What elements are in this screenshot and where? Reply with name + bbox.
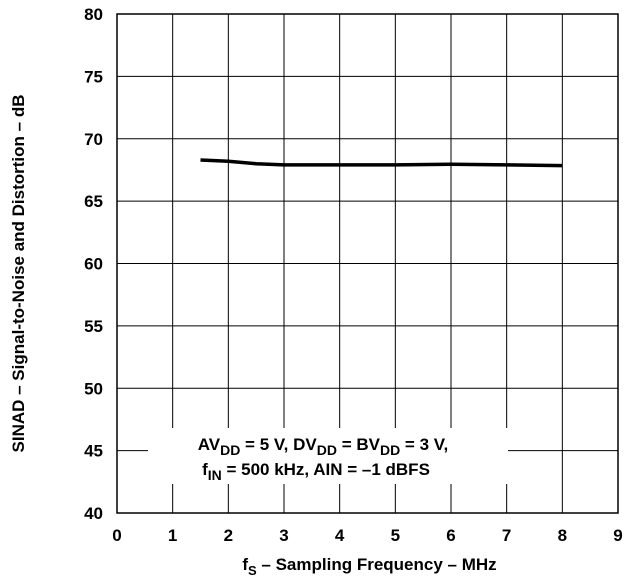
annotation-subscript: IN xyxy=(208,467,222,483)
y-tick-label: 80 xyxy=(84,5,103,24)
annotation-text: f xyxy=(202,460,208,479)
series-layer xyxy=(200,158,563,168)
annotation-subscript: DD xyxy=(220,442,240,458)
y-tick-label: 65 xyxy=(84,192,103,211)
y-tick-labels: 40 45 50 55 60 65 70 75 80 xyxy=(84,5,103,523)
annotation-line-2: fIN = 500 kHz, AIN = –1 dBFS xyxy=(202,460,430,483)
x-tick-labels: 0 1 2 3 4 5 6 7 8 9 xyxy=(112,526,622,545)
x-tick-label: 2 xyxy=(224,526,233,545)
annotation-box: AVDD = 5 V, DVDD = BVDD = 3 V,fIN = 500 … xyxy=(148,428,508,484)
plot-frame xyxy=(116,13,619,514)
annotation-text: = 3 V, xyxy=(400,435,448,454)
annotation-background xyxy=(148,428,508,484)
y-tick-label: 75 xyxy=(84,67,103,86)
annotation-subscript: DD xyxy=(317,442,337,458)
annotation-line-1: AVDD = 5 V, DVDD = BVDD = 3 V, xyxy=(198,435,449,458)
annotation-subscript: DD xyxy=(380,442,400,458)
x-tick-label: 3 xyxy=(279,526,288,545)
x-tick-label: 4 xyxy=(335,526,345,545)
y-tick-label: 60 xyxy=(84,255,103,274)
y-tick-label: 70 xyxy=(84,130,103,149)
annotation-text: = 5 V, DV xyxy=(240,435,317,454)
y-tick-label: 40 xyxy=(84,504,103,523)
annotation-text: AV xyxy=(198,435,221,454)
series-line-0 xyxy=(200,158,563,168)
y-tick-label: 45 xyxy=(84,442,103,461)
x-tick-label: 8 xyxy=(558,526,567,545)
x-axis-title-sub: S xyxy=(248,563,257,578)
y-tick-label: 55 xyxy=(84,317,103,336)
x-axis-title-main: f xyxy=(242,555,248,574)
x-tick-label: 7 xyxy=(502,526,511,545)
x-tick-label: 1 xyxy=(168,526,177,545)
annotation-text: = 500 kHz, AIN = –1 dBFS xyxy=(222,460,430,479)
x-tick-label: 0 xyxy=(112,526,121,545)
grid-lines xyxy=(117,14,618,513)
annotation-text: = BV xyxy=(337,435,381,454)
x-tick-label: 9 xyxy=(613,526,622,545)
x-tick-label: 5 xyxy=(391,526,400,545)
y-axis-title: SINAD – Signal-to-Noise and Distortion –… xyxy=(9,95,28,453)
x-tick-label: 6 xyxy=(446,526,455,545)
x-axis-title: fS – Sampling Frequency – MHz xyxy=(242,555,496,578)
y-tick-label: 50 xyxy=(84,379,103,398)
x-axis-title-rest: – Sampling Frequency – MHz xyxy=(257,555,497,574)
